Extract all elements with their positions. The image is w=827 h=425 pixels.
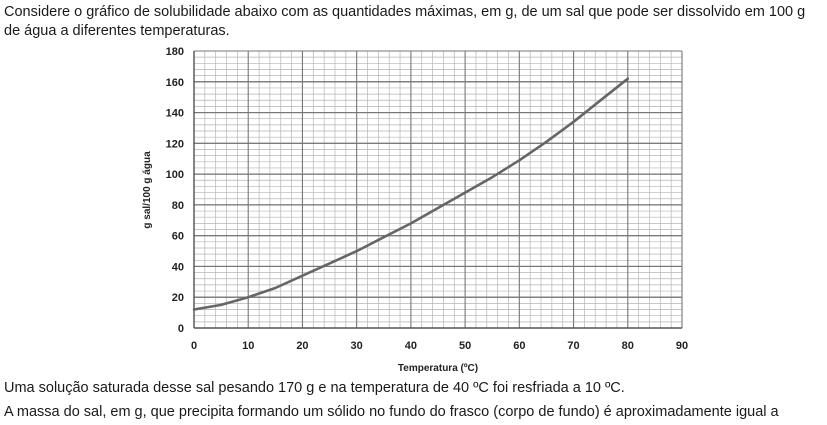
y-tick-label: 140 [166, 108, 184, 120]
y-tick-label: 100 [166, 169, 184, 181]
x-tick-label: 60 [513, 340, 525, 352]
y-tick-label: 160 [166, 77, 184, 89]
x-tick-label: 50 [459, 340, 471, 352]
solubility-chart: 0 10 20 30 40 50 60 70 80 90 0 20 40 60 80 100 120 140 16… [142, 46, 688, 374]
x-tick-label: 40 [405, 340, 417, 352]
x-axis-label: Temperatura (ºC) [398, 363, 478, 374]
y-tick-label: 180 [166, 46, 184, 58]
x-tick-label: 30 [351, 340, 363, 352]
x-tick-labels: 0 10 20 30 40 50 60 70 80 90 [191, 340, 688, 352]
x-tick-label: 80 [622, 340, 634, 352]
y-tick-label: 120 [166, 138, 184, 150]
question-prompt: A massa do sal, em g, que precipita form… [4, 404, 779, 420]
y-axis-label: g sal/100 g água [142, 151, 153, 229]
y-tick-label: 80 [172, 200, 184, 212]
x-tick-label: 10 [242, 340, 254, 352]
y-tick-labels: 0 20 40 60 80 100 120 140 160 180 [166, 46, 184, 335]
y-tick-label: 20 [172, 292, 184, 304]
question-intro: Considere o gráfico de solubilidade abai… [4, 4, 806, 39]
y-tick-label: 40 [172, 261, 184, 273]
question-statement: Uma solução saturada desse sal pesando 1… [4, 380, 625, 396]
major-grid [193, 50, 683, 329]
solubility-curve [192, 77, 630, 311]
y-tick-label: 0 [178, 323, 184, 335]
x-tick-label: 0 [191, 340, 197, 352]
x-tick-label: 70 [567, 340, 579, 352]
x-tick-label: 90 [676, 340, 688, 352]
x-tick-label: 20 [296, 340, 308, 352]
y-tick-label: 60 [172, 231, 184, 243]
